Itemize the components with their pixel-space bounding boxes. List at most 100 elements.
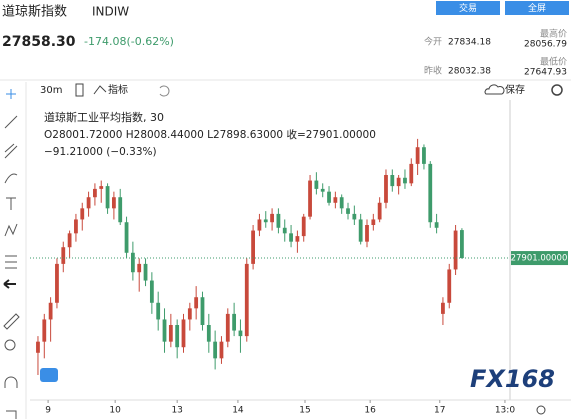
candle-body	[168, 325, 173, 342]
cloud-icon[interactable]	[484, 84, 505, 95]
zoom-tool[interactable]	[4, 339, 16, 351]
trash-tool[interactable]	[6, 410, 17, 419]
candle-body	[111, 197, 116, 209]
candle-body	[251, 230, 255, 264]
candle-body	[365, 225, 369, 242]
fullscreen-button[interactable]	[505, 1, 569, 15]
ruler-tool[interactable]	[3, 313, 20, 330]
line-tool[interactable]	[4, 115, 18, 129]
candle-body	[396, 177, 401, 187]
last-price-label: 27901.00000	[511, 254, 568, 264]
candle-body	[156, 302, 161, 320]
change: -174.08(-0.62%)	[84, 35, 174, 48]
candle-body	[257, 219, 262, 231]
candle-body	[346, 208, 350, 214]
save[interactable]: 保存	[505, 83, 525, 96]
candle-body	[327, 191, 331, 203]
brush-tool[interactable]	[4, 173, 18, 184]
settings-icon[interactable]	[551, 84, 563, 96]
undo-icon[interactable]	[159, 85, 170, 97]
candle-body	[219, 341, 224, 359]
stat-label: 最高价	[540, 28, 567, 40]
symbol: INDIW	[92, 5, 129, 19]
candle-icon[interactable]	[75, 83, 84, 97]
candle-body	[149, 280, 154, 303]
candle-body	[143, 263, 148, 281]
sidebar	[3, 89, 20, 419]
title: 道琼斯指数	[2, 5, 67, 20]
watermark: FX168	[470, 365, 555, 393]
candle-body	[320, 188, 325, 192]
indicator-icon[interactable]	[93, 85, 107, 95]
candle-body	[206, 325, 211, 342]
candle-body	[390, 175, 395, 187]
x-tick-label: 16	[364, 406, 376, 416]
stat-value: 28056.79	[524, 40, 567, 50]
candle-body	[244, 263, 249, 337]
x-tick-label: 13	[171, 406, 182, 416]
stat-label: 最低价	[540, 56, 567, 68]
candle-body	[162, 319, 167, 342]
fib-tool[interactable]	[5, 255, 17, 269]
candle-body	[48, 302, 53, 320]
candle-body	[194, 297, 199, 309]
channel-tool[interactable]	[4, 143, 18, 159]
candle-body	[358, 219, 363, 242]
candle-body	[384, 175, 388, 203]
indicators[interactable]: 指标	[108, 83, 128, 96]
x-tick-label: 17	[434, 406, 445, 416]
stat-label: 昨收	[424, 65, 442, 77]
candle-body	[175, 325, 180, 348]
candle-body	[187, 308, 192, 320]
candle-body	[86, 197, 91, 209]
text-tool[interactable]	[6, 197, 16, 210]
interval[interactable]: 30m	[40, 85, 62, 96]
candle-body	[371, 219, 376, 225]
candle-body	[93, 188, 97, 198]
x-tick-label: 10	[109, 406, 121, 416]
candle-body	[282, 227, 287, 234]
stat-label: 今开	[424, 36, 442, 48]
candle-body	[99, 186, 104, 189]
candle-body	[238, 330, 243, 337]
candle-body	[434, 222, 439, 228]
x-tick-label: 9	[45, 406, 51, 416]
candle-body	[308, 180, 312, 217]
scroll-button[interactable]	[40, 368, 58, 382]
candle-body	[213, 341, 218, 359]
candle-body	[74, 219, 78, 234]
candle-body	[447, 269, 452, 303]
candle-body	[409, 163, 414, 184]
magnet-tool[interactable]	[4, 376, 18, 388]
candle-body	[301, 216, 306, 237]
candle-body	[67, 233, 72, 248]
candle-body	[333, 197, 338, 203]
trade-button-label[interactable]: 交易	[459, 2, 477, 14]
axis-settings[interactable]	[536, 405, 546, 415]
x-tick-label: 13:0	[495, 406, 515, 416]
legend-change: −91.21000 (−0.33%)	[44, 146, 157, 158]
candle-body	[403, 177, 407, 184]
candle-body	[377, 202, 382, 220]
candle-body	[42, 319, 47, 342]
candle-body	[124, 222, 129, 253]
candle-body	[137, 263, 142, 273]
candle-body	[200, 297, 205, 325]
crosshair-tool[interactable]	[6, 89, 16, 99]
trade-button[interactable]	[436, 1, 500, 15]
stat-value: 28032.38	[448, 67, 491, 77]
candle-body	[276, 213, 281, 228]
legend-name: 道琼斯工业平均指数, 30	[44, 110, 164, 124]
pattern-tool[interactable]	[4, 223, 18, 237]
x-tick-label: 14	[232, 406, 244, 416]
candle-body	[460, 230, 464, 259]
stat-value: 27834.18	[448, 38, 491, 48]
candle-body	[225, 313, 230, 342]
candle-body	[263, 219, 268, 223]
candle-body	[118, 197, 123, 223]
candle-body	[441, 302, 445, 314]
candle-body	[55, 263, 59, 303]
fullscreen-button-label[interactable]: 全屏	[528, 2, 546, 14]
back-tool[interactable]	[3, 279, 16, 289]
